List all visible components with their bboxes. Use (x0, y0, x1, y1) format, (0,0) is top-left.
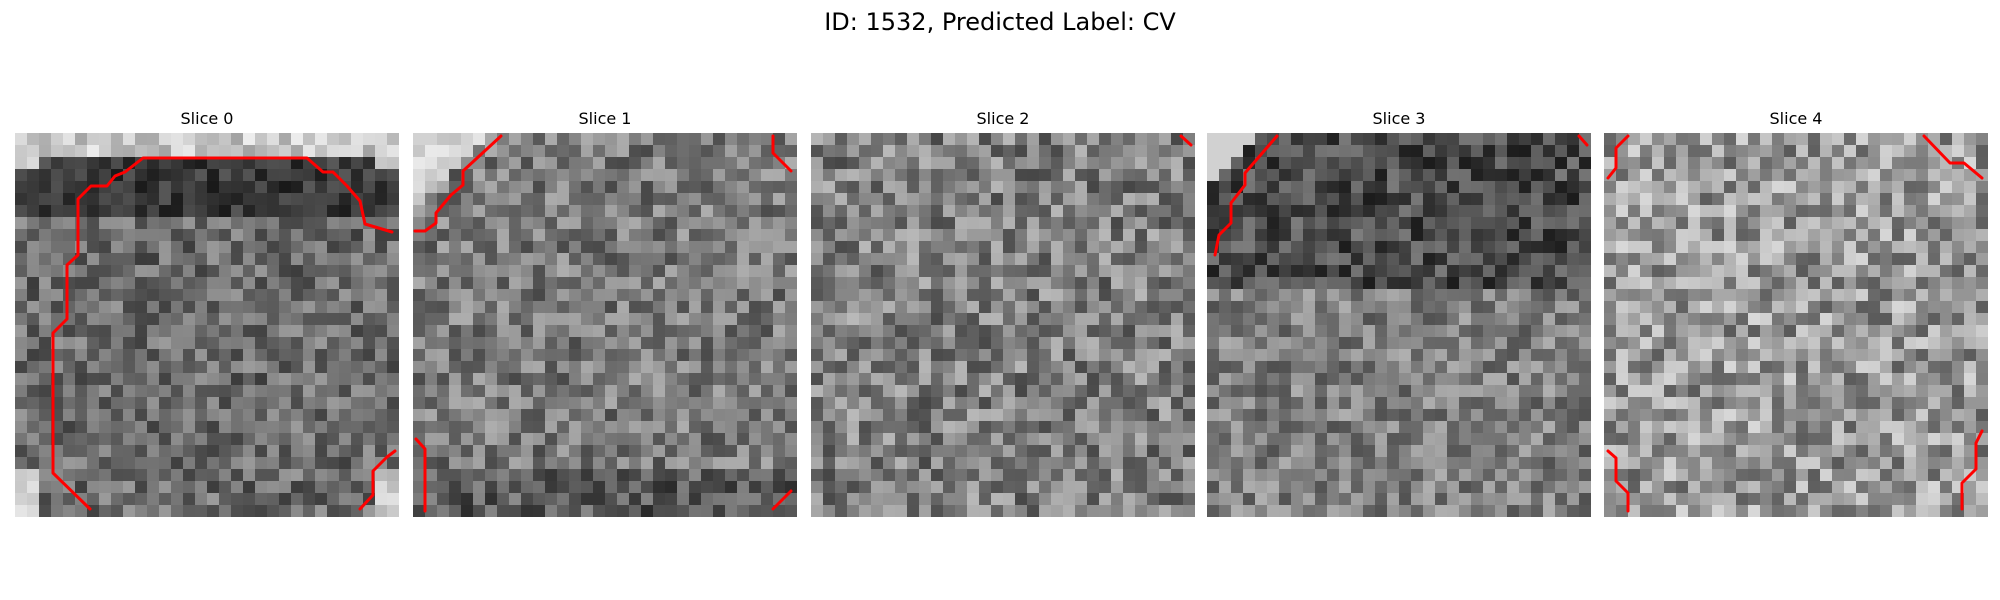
slice-image-1 (413, 133, 797, 517)
slice-image-0 (15, 133, 399, 517)
slice-title-0: Slice 0 (180, 109, 234, 128)
slice-panel-1: Slice 1 (413, 108, 797, 517)
slice-title-3: Slice 3 (1372, 109, 1426, 128)
slice-panel-0: Slice 0 (15, 108, 399, 517)
slice-panel-2: Slice 2 (811, 108, 1195, 517)
slice-panel-3: Slice 3 (1207, 108, 1591, 517)
slice-title-4: Slice 4 (1769, 109, 1823, 128)
slice-panel-4: Slice 4 (1604, 108, 1988, 517)
slice-title-2: Slice 2 (976, 109, 1030, 128)
slice-image-3 (1207, 133, 1591, 517)
slice-image-4 (1604, 133, 1988, 517)
figure-title: ID: 1532, Predicted Label: CV (824, 8, 1176, 36)
slice-title-1: Slice 1 (578, 109, 632, 128)
slice-image-2 (811, 133, 1195, 517)
